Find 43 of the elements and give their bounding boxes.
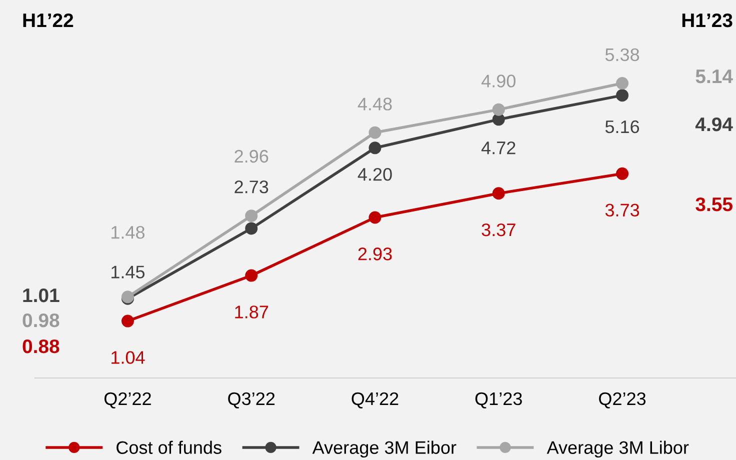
data-label: 5.38 — [605, 48, 640, 62]
annotation: 0.88 — [22, 339, 60, 354]
point — [368, 142, 382, 154]
point — [616, 89, 629, 102]
annotation: 1.01 — [23, 288, 60, 302]
data-label: 2.96 — [234, 150, 268, 163]
point — [245, 222, 258, 235]
point — [492, 187, 505, 200]
x-tick-label: Q1’23 — [475, 392, 522, 408]
data-label: 2.93 — [358, 248, 392, 260]
annotation: H1’22 — [23, 13, 74, 28]
annotation: H1’23 — [682, 13, 732, 28]
data-label: 4.90 — [481, 74, 516, 88]
point — [368, 211, 382, 224]
data-label: 4.72 — [481, 141, 516, 154]
data-label: 1.48 — [112, 226, 145, 239]
x-tick-label: Q2’23 — [599, 392, 646, 408]
point — [121, 314, 134, 328]
data-label: 4.20 — [358, 168, 392, 181]
legend-label: Cost of funds — [116, 440, 222, 454]
annotation: 5.14 — [696, 70, 733, 84]
data-label: 2.73 — [234, 180, 268, 194]
annotation: 0.98 — [22, 313, 60, 328]
legend-label: Average 3M Eibor — [312, 440, 456, 458]
data-label: 5.16 — [605, 120, 640, 134]
point — [368, 126, 382, 139]
point — [492, 103, 505, 116]
legend-label: Average 3M Libor — [546, 440, 689, 458]
x-tick-label: Q2’22 — [104, 392, 151, 408]
point — [616, 77, 629, 90]
x-tick-label: Q4’22 — [352, 392, 398, 408]
point — [245, 269, 258, 282]
point — [245, 210, 258, 222]
point — [616, 167, 629, 180]
data-label: 4.48 — [358, 98, 392, 110]
data-label: 1.45 — [112, 266, 145, 278]
data-label: 1.04 — [112, 351, 145, 364]
annotation: 3.55 — [696, 197, 732, 212]
annotation: 4.94 — [695, 117, 733, 132]
data-label: 3.37 — [482, 223, 516, 236]
data-label: 1.87 — [235, 306, 268, 318]
data-label: 3.73 — [605, 204, 640, 217]
x-tick-label: Q3’22 — [228, 392, 275, 408]
